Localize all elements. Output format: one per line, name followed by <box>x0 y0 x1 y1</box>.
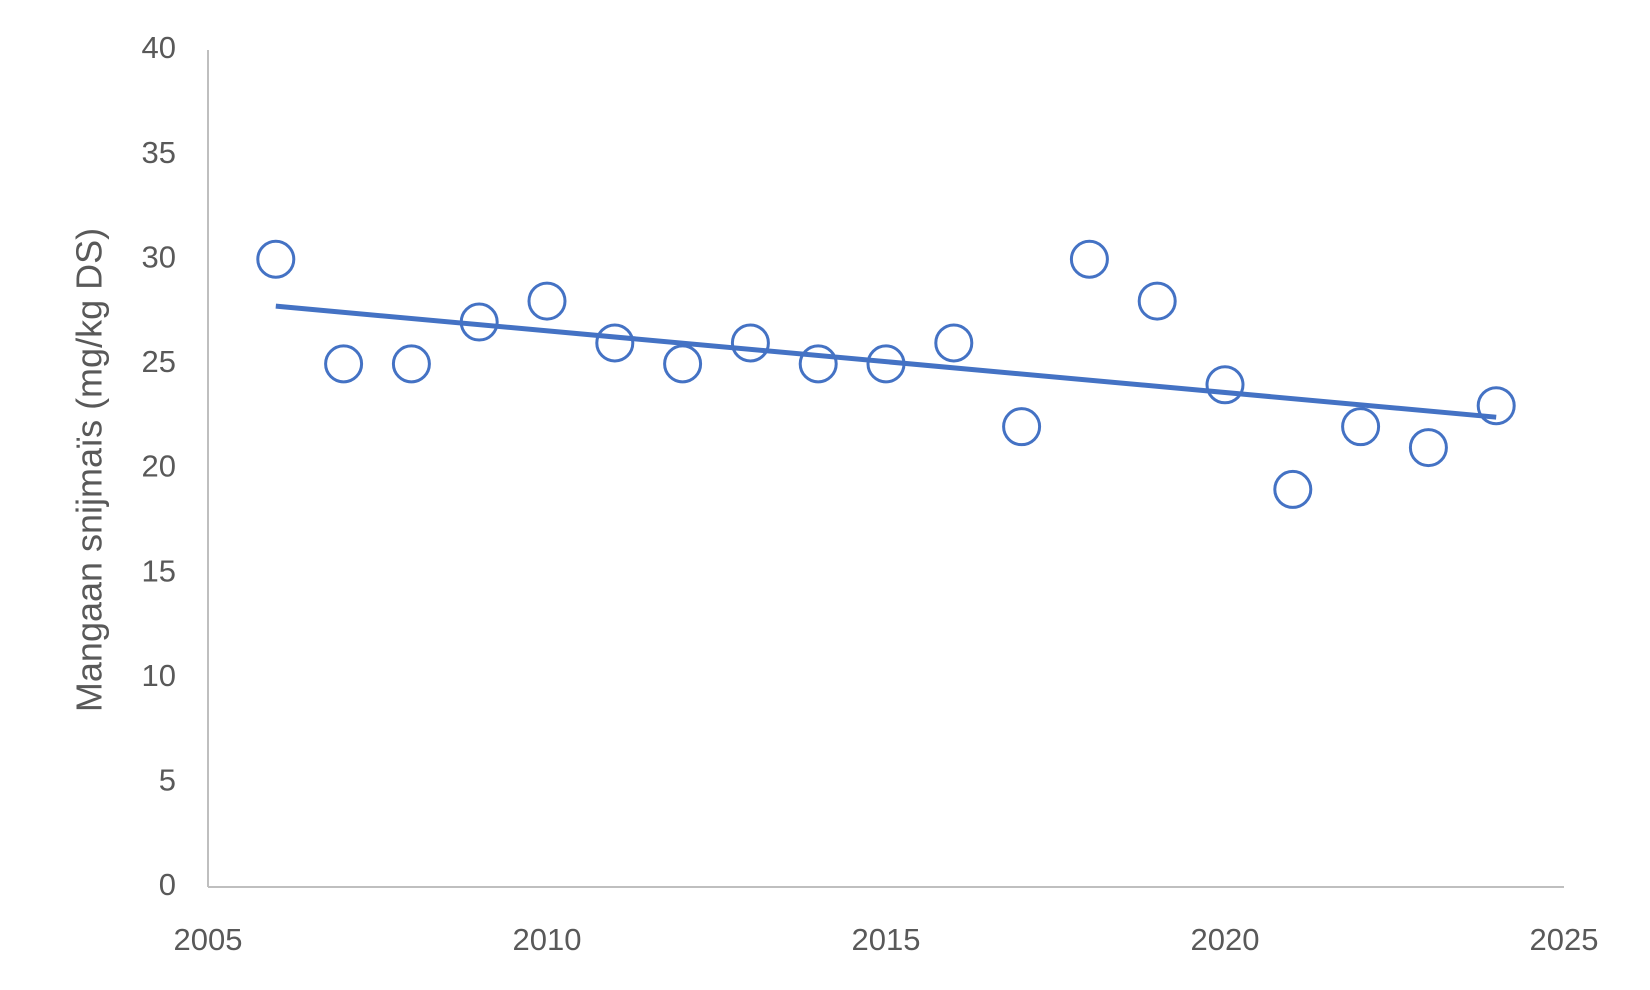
x-tick-label: 2010 <box>513 922 582 957</box>
y-axis-label: Mangaan snijmaïs (mg/kg DS) <box>69 228 110 712</box>
point <box>866 344 906 384</box>
y-tick-label: 0 <box>159 867 176 902</box>
x-tick-label: 2025 <box>1530 922 1599 957</box>
point <box>459 302 499 342</box>
trendline <box>275 303 1497 420</box>
x-tick-label: 2020 <box>1191 922 1260 957</box>
point <box>663 344 703 384</box>
point <box>391 344 431 384</box>
y-tick-label: 5 <box>159 763 176 798</box>
y-tick-label: 40 <box>142 30 176 65</box>
point <box>730 323 770 363</box>
y-tick-label: 25 <box>142 344 176 379</box>
y-tick-label: 35 <box>142 135 176 170</box>
y-tick-label: 30 <box>142 239 176 274</box>
point <box>1341 407 1381 447</box>
point <box>1137 281 1177 321</box>
point <box>934 323 974 363</box>
y-tick-label: 15 <box>142 553 176 588</box>
point <box>256 239 296 279</box>
point <box>595 323 635 363</box>
point <box>1408 428 1448 468</box>
y-tick-label: 10 <box>142 658 176 693</box>
point <box>527 281 567 321</box>
point <box>1205 365 1245 405</box>
point <box>1476 386 1516 426</box>
x-tick-label: 2015 <box>852 922 921 957</box>
point <box>1273 469 1313 509</box>
point <box>1069 239 1109 279</box>
point <box>798 344 838 384</box>
y-tick-label: 20 <box>142 449 176 484</box>
x-tick-label: 2005 <box>174 922 243 957</box>
point <box>324 344 364 384</box>
point <box>1002 407 1042 447</box>
